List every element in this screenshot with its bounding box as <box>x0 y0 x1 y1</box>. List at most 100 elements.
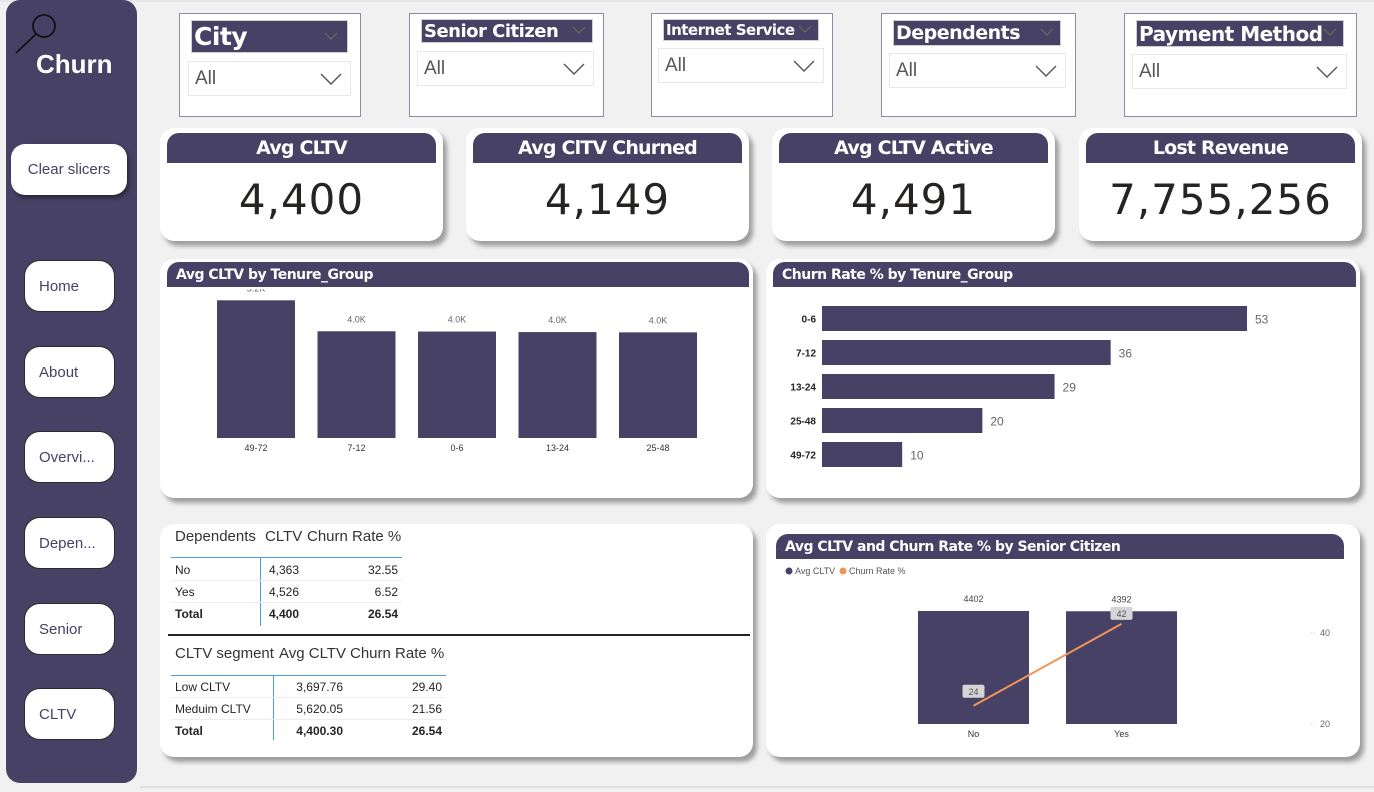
table-cell: Meduim CLTV <box>175 702 251 716</box>
data-label: 4.0K <box>649 315 668 325</box>
slicer-title-text: Internet Service <box>666 21 795 39</box>
slicer-internet-title: Internet Service <box>663 19 819 41</box>
bar-chart-svg: 5.2K 49-72 4.0K 7-12 4.0K 0-6 4.0K 13-24 4.0K 25-… <box>217 289 697 453</box>
y-tick-label: 0-6 <box>802 315 817 326</box>
x-tick-label: 25-48 <box>646 443 669 453</box>
data-label: 4402 <box>963 594 983 604</box>
kpi-title: Avg CLTV <box>167 133 436 163</box>
table-cell: 21.56 <box>411 702 442 716</box>
slicer-payment-method: Payment Method All <box>1124 13 1357 117</box>
row-divider <box>171 697 446 698</box>
slicer-city-title: City <box>191 20 348 53</box>
data-label: 20 <box>990 415 1004 429</box>
table-cell: Total <box>175 607 203 621</box>
kpi-value: 4,491 <box>850 175 977 224</box>
chart-title: Churn Rate % by Tenure_Group <box>773 262 1356 287</box>
x-tick-label: 0-6 <box>450 443 463 453</box>
kpi-card-avg-cltv-churned: Avg ClTV Churned 4,149 <box>466 128 749 241</box>
table-cell: Total <box>175 724 203 738</box>
slicer-title-text: Dependents <box>896 22 1021 44</box>
table-header: Churn Rate % <box>350 645 445 662</box>
nav-about-button[interactable]: About <box>24 346 115 398</box>
slicer-value: All <box>896 59 918 81</box>
slicer-value: All <box>195 67 217 89</box>
bar <box>822 442 903 467</box>
table-cell: Low CLTV <box>175 680 231 694</box>
x-tick-label: 7-12 <box>347 443 365 453</box>
nav-senior-button[interactable]: Senior <box>24 603 115 655</box>
data-label: 53 <box>1255 313 1269 327</box>
table-cell: 5,620.05 <box>296 702 343 716</box>
search-icon <box>15 14 56 54</box>
chevron-down-icon <box>572 26 586 34</box>
table-header: CLTV <box>265 528 303 545</box>
table-cell: Yes <box>175 585 195 599</box>
row-divider <box>171 580 402 581</box>
slicer-senior-title: Senior Citizen <box>421 19 593 43</box>
slicer-senior-dropdown[interactable]: All <box>417 51 594 86</box>
nav-home-button[interactable]: Home <box>24 260 115 312</box>
data-label: 4.0K <box>448 315 467 325</box>
x-tick-label: No <box>968 729 980 739</box>
slicer-internet-dropdown[interactable]: All <box>658 48 824 83</box>
slicer-value: All <box>1139 60 1161 82</box>
chevron-down-icon <box>793 60 815 72</box>
bar <box>317 331 396 438</box>
bar <box>217 300 295 438</box>
bar <box>822 408 983 433</box>
bar <box>822 374 1055 399</box>
clear-slicers-button[interactable]: Clear slicers <box>11 144 127 195</box>
kpi-card-lost-revenue: Lost Revenue 7,755,256 <box>1079 128 1362 241</box>
table-cell: 4,526 <box>268 585 299 599</box>
legend-label: Churn Rate % <box>849 566 906 576</box>
y-tick-label: 13-24 <box>790 383 816 394</box>
legend-marker-avg-cltv <box>785 567 793 575</box>
tables-panel: Dependents CLTV Churn Rate % No 4,363 32… <box>160 524 753 757</box>
kpi-title: Avg CLTV Active <box>779 133 1048 163</box>
x-tick-label: 13-24 <box>546 443 569 453</box>
header-divider <box>171 557 402 558</box>
legend-label: Avg CLTV <box>795 566 835 576</box>
kpi-card-avg-cltv: Avg CLTV 4,400 <box>160 128 443 241</box>
table-header: Avg CLTV <box>279 645 346 662</box>
table-header: Dependents <box>175 528 256 545</box>
bar <box>822 340 1111 365</box>
table-cell: No <box>175 563 191 577</box>
bar <box>918 611 1029 724</box>
x-tick-label: Yes <box>1114 729 1129 739</box>
kpi-title: Avg ClTV Churned <box>473 133 742 163</box>
chart-churn-rate-by-tenure: Churn Rate % by Tenure_Group 0-6 53 7-12 36… <box>766 259 1360 498</box>
table-cell: 29.40 <box>411 680 442 694</box>
churn-rate-line <box>973 623 1122 707</box>
slicer-internet-service: Internet Service All <box>651 13 833 117</box>
table-cell: 4,400.30 <box>296 724 343 738</box>
table-cell: 3,697.76 <box>296 680 343 694</box>
data-label: 29 <box>1063 381 1077 395</box>
bar <box>418 331 496 438</box>
chevron-down-icon <box>1316 66 1338 78</box>
slicer-dependents: Dependents All <box>881 13 1076 117</box>
kpi-value: 4,149 <box>544 175 671 224</box>
chevron-down-icon <box>1323 28 1337 36</box>
table-cell: 4,363 <box>268 563 299 577</box>
kpi-title: Lost Revenue <box>1086 133 1355 163</box>
table-cell: 32.55 <box>367 563 398 577</box>
header-divider <box>171 675 446 676</box>
nav-dependents-button[interactable]: Depen... <box>24 517 115 569</box>
bar <box>822 306 1247 331</box>
slicer-payment-dropdown[interactable]: All <box>1132 54 1347 89</box>
table-cell: 4,400 <box>268 607 299 621</box>
data-label-bg <box>1110 606 1133 620</box>
chevron-down-icon <box>1035 65 1057 77</box>
combo-chart-svg: Avg CLTV Churn Rate % 4402 No 4392 Yes 20 40 24 4… <box>785 566 1330 739</box>
chevron-down-icon <box>324 32 338 40</box>
nav-overview-button[interactable]: Overvi... <box>24 431 115 483</box>
chart-title: Avg CLTV by Tenure_Group <box>167 262 749 287</box>
table-header: CLTV segment <box>175 645 274 662</box>
kpi-card-avg-cltv-active: Avg CLTV Active 4,491 <box>772 128 1055 241</box>
slicer-title-text: Senior Citizen <box>424 20 559 42</box>
nav-cltv-button[interactable]: CLTV <box>24 688 115 740</box>
legend-marker-churn-rate <box>839 567 847 575</box>
slicer-dependents-dropdown[interactable]: All <box>889 53 1066 88</box>
slicer-city-dropdown[interactable]: All <box>188 61 351 96</box>
